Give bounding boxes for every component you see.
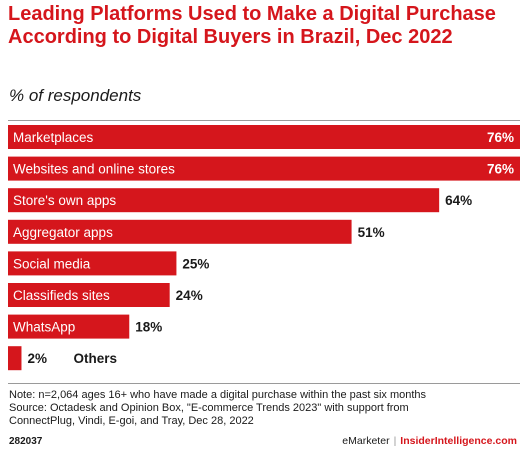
value-label-0: 76% xyxy=(487,130,514,145)
brand-separator: | xyxy=(393,435,397,447)
bottom-rule xyxy=(8,383,520,384)
bar-1 xyxy=(8,156,520,181)
footnote: Note: n=2,064 ages 16+ who have made a d… xyxy=(9,389,521,428)
chart-title: Leading Platforms Used to Make a Digital… xyxy=(8,3,496,48)
category-label-2: Store's own apps xyxy=(13,193,116,208)
bar-6 xyxy=(8,314,130,339)
bar-0 xyxy=(8,125,520,149)
bar-4 xyxy=(8,251,177,276)
chart-id: 282037 xyxy=(9,436,43,447)
category-label-7: Others xyxy=(73,351,117,366)
category-label-5: Classifieds sites xyxy=(13,288,110,303)
value-label-7: 2% xyxy=(27,351,47,366)
value-label-3: 51% xyxy=(358,225,385,240)
source-text-line-1: Source: Octadesk and Opinion Box, "E-com… xyxy=(9,402,409,414)
chart-subtitle: % of respondents xyxy=(9,86,142,105)
source-text-line-2: ConnectPlug, Vindi, E-goi, and Tray, Dec… xyxy=(9,415,254,427)
value-label-5: 24% xyxy=(176,288,203,303)
value-label-2: 64% xyxy=(445,193,472,208)
brand-credit: eMarketer | InsiderIntelligence.com xyxy=(342,435,517,447)
bar-2 xyxy=(8,188,440,213)
bar-7 xyxy=(8,346,22,371)
value-label-6: 18% xyxy=(135,320,162,335)
brand-emarketer: eMarketer xyxy=(342,435,390,447)
category-label-4: Social media xyxy=(13,256,91,271)
category-label-3: Aggregator apps xyxy=(13,225,113,240)
value-label-1: 76% xyxy=(487,162,514,177)
bar-5 xyxy=(8,283,170,307)
category-label-6: WhatsApp xyxy=(13,320,75,335)
value-label-4: 25% xyxy=(182,256,209,271)
category-label-0: Marketplaces xyxy=(13,130,94,145)
note-text: Note: n=2,064 ages 16+ who have made a d… xyxy=(9,389,427,401)
top-rule xyxy=(8,120,520,121)
bar-3 xyxy=(8,219,352,244)
category-label-1: Websites and online stores xyxy=(13,162,175,177)
brand-insider-intelligence: InsiderIntelligence.com xyxy=(400,435,517,447)
